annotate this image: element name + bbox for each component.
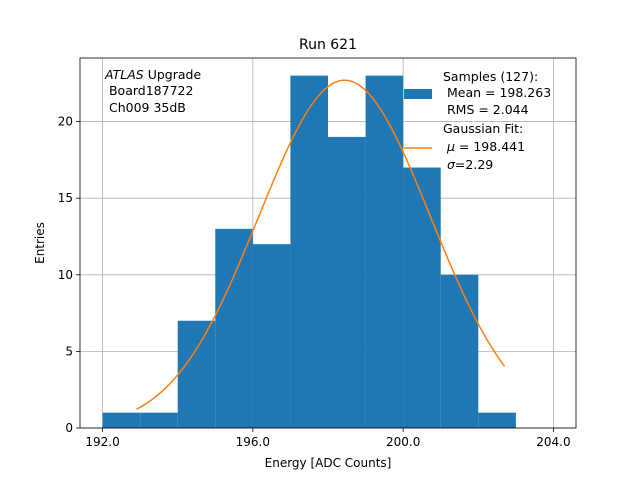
y-tick-label-1: 5 [65,344,73,358]
x-axis-ticks: 192.0 196.0 200.0 204.0 [85,428,571,449]
atlas-annotation-board: Board187722 [105,83,193,98]
histogram-bar-10 [478,412,516,428]
legend-fit-title: Gaussian Fit: [443,121,523,136]
histogram-bar-9 [440,274,479,428]
x-tick-label-2: 200.0 [386,435,420,449]
chart-title: Run 621 [299,37,357,53]
legend-samples-rms: RMS = 2.044 [443,102,529,117]
y-axis-label: Entries [33,222,47,264]
sigma-symbol: σ [447,157,456,172]
y-tick-label-4: 20 [58,115,73,129]
legend-fit-sigma: σ=2.29 [443,157,493,172]
legend-fit-mu: μ = 198.441 [443,139,525,154]
gaussian-fit-curve [136,79,506,411]
y-tick-label-2: 10 [58,268,73,282]
atlas-annotation-line1: ATLAS Upgrade [104,67,201,82]
x-tick-label-1: 196.0 [236,435,270,449]
upgrade-label: Upgrade [144,67,202,82]
legend-samples-mean: Mean = 198.263 [443,85,551,100]
sigma-value: =2.29 [455,157,493,172]
legend: Samples (127): Mean = 198.263 RMS = 2.04… [404,69,551,172]
legend-samples-title: Samples (127): [443,69,538,84]
x-tick-label-0: 192.0 [85,435,119,449]
mu-symbol: μ [446,139,455,154]
histogram-bar-5 [290,75,328,428]
histogram-bar-0 [102,412,141,428]
histogram-bar-7 [365,75,404,428]
histogram-bar-2 [177,320,216,428]
histogram-bar-3 [215,228,253,428]
histogram-bar-4 [252,244,291,428]
histogram-bar-8 [403,167,441,429]
x-axis-label: Energy [ADC Counts] [265,456,392,470]
y-tick-label-0: 0 [65,421,73,435]
atlas-label: ATLAS [104,67,144,82]
histogram-bar-1 [140,412,178,428]
plot-frame [79,57,577,429]
histogram-bar-6 [328,136,366,428]
y-tick-label-3: 15 [58,191,73,205]
mu-value: = 198.441 [455,139,525,154]
y-axis-ticks: 0 5 10 15 20 [58,115,80,435]
legend-samples-swatch [404,89,432,99]
atlas-annotation-channel: Ch009 35dB [105,100,186,115]
x-tick-label-3: 204.0 [536,435,570,449]
bars-group [102,75,516,429]
